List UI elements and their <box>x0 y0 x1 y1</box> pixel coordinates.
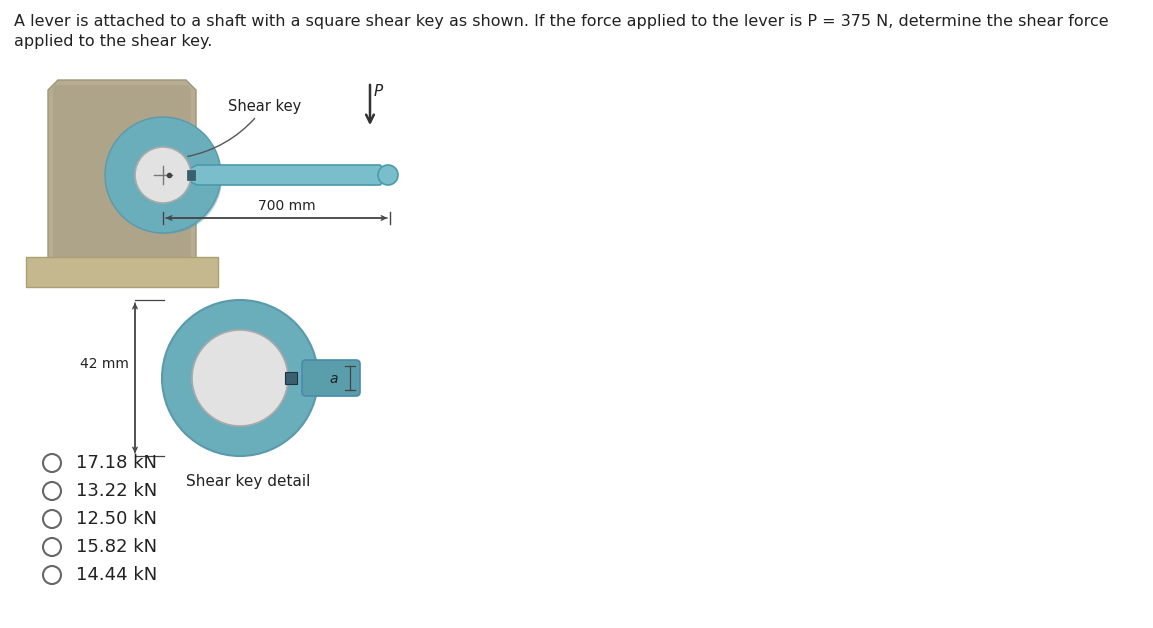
Text: applied to the shear key.: applied to the shear key. <box>14 34 212 49</box>
Text: P: P <box>374 84 383 99</box>
Polygon shape <box>189 165 390 185</box>
Polygon shape <box>48 80 196 265</box>
Text: a: a <box>330 372 338 386</box>
Text: Shear key: Shear key <box>188 99 301 156</box>
Text: 15.82 kN: 15.82 kN <box>76 538 157 556</box>
Circle shape <box>163 300 318 456</box>
Circle shape <box>110 122 223 234</box>
Text: Shear key detail: Shear key detail <box>186 474 310 489</box>
Circle shape <box>43 454 61 472</box>
Text: A lever is attached to a shaft with a square shear key as shown. If the force ap: A lever is attached to a shaft with a sq… <box>14 14 1109 29</box>
Bar <box>285 372 297 384</box>
Polygon shape <box>27 257 218 287</box>
Text: 700 mm: 700 mm <box>257 199 315 213</box>
Text: 17.18 kN: 17.18 kN <box>76 454 157 472</box>
Circle shape <box>135 147 191 203</box>
Circle shape <box>43 538 61 556</box>
Text: 13.22 kN: 13.22 kN <box>76 482 157 500</box>
Ellipse shape <box>378 165 398 185</box>
Bar <box>187 170 195 180</box>
FancyBboxPatch shape <box>53 85 191 265</box>
Text: 14.44 kN: 14.44 kN <box>76 566 157 584</box>
Circle shape <box>43 482 61 500</box>
Circle shape <box>43 566 61 584</box>
FancyBboxPatch shape <box>302 360 360 396</box>
Text: 12.50 kN: 12.50 kN <box>76 510 157 528</box>
Circle shape <box>193 330 288 426</box>
Circle shape <box>105 117 221 233</box>
Circle shape <box>43 510 61 528</box>
Text: 42 mm: 42 mm <box>80 357 129 371</box>
